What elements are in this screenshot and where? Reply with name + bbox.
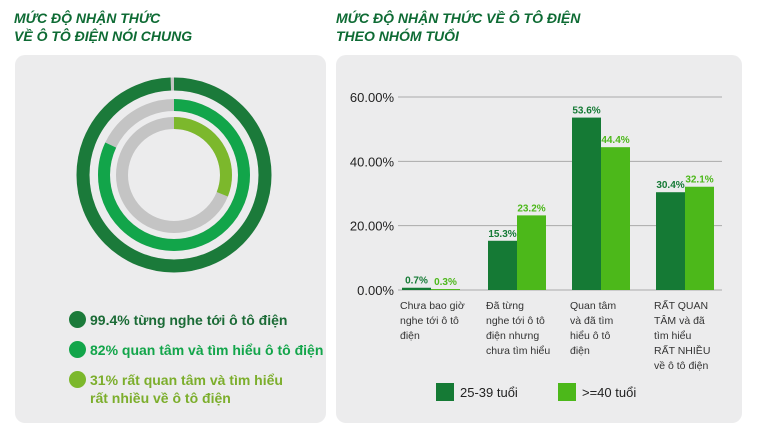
x-label-line: về ô tô điện [654, 360, 709, 372]
x-category-label: Chưa bao giờ nghe tới ô tô điện [400, 299, 480, 344]
x-label-line: hiểu ô tô [570, 330, 611, 342]
bar-value-label: 30.4% [656, 180, 684, 191]
bar-value-label: 0.3% [434, 277, 457, 288]
y-tick-label: 20.00% [350, 219, 395, 234]
bar-value-label: 53.6% [572, 106, 600, 117]
legend-swatch [558, 383, 576, 401]
legend-dot [69, 371, 86, 388]
legend-25-39: 25-39 tuổi [436, 383, 518, 401]
x-category-label: RẤT QUAN TÂM và đã tìm hiểu RẤT NHIỀU về ô t… [654, 299, 734, 374]
x-label-line: điện nhưng [486, 330, 540, 342]
y-tick-label: 0.00% [357, 283, 394, 298]
legend-item-heard: 99.4% từng nghe tới ô tô điện [69, 311, 287, 329]
x-label-line: Quan tâm [570, 300, 617, 312]
chart-panel: 0.00% 20.00% 40.00% 60.00% 0.7% 15.3% 53.6% 30.… [336, 55, 742, 423]
x-label-line: nghe tới ô tô [400, 315, 459, 327]
bar [601, 147, 630, 290]
bar-value-label: 23.2% [517, 203, 545, 214]
left-title: MỨC ĐỘ NHẬN THỨC VỀ Ô TÔ ĐIỆN NÓI CHUNG [14, 10, 193, 44]
ring-arc [98, 99, 250, 251]
donut-panel: 99.4% từng nghe tới ô tô điện 82% quan t… [15, 55, 326, 423]
x-label-line: nghe tới ô tô [486, 315, 545, 327]
bar-value-label: 15.3% [488, 229, 516, 240]
x-label-line: RẤT NHIỀU [654, 345, 711, 357]
x-label-line: chưa tìm hiểu [486, 345, 551, 357]
ring-arc [76, 77, 272, 273]
x-label-line: điện [400, 330, 420, 342]
legend-item-very-interested: 31% rất quan tâm và tìm hiểu rất nhiều về… [69, 371, 283, 407]
x-label-line: Đã từng [486, 300, 524, 312]
x-label-line: tìm hiểu [654, 330, 692, 342]
x-label-line: Chưa bao giờ [400, 300, 465, 312]
legend-dot [69, 341, 86, 358]
bar [488, 240, 517, 290]
donut-chart [76, 77, 272, 273]
bar [517, 215, 546, 290]
legend-dot [69, 311, 86, 328]
x-category-label: Quan tâm và đã tìm hiểu ô tô điện [570, 299, 650, 359]
bar-chart: 0.00% 20.00% 40.00% 60.00% 0.7% 15.3% 53.6% 30.… [350, 90, 722, 298]
bar [685, 186, 714, 290]
legend-40-plus: >=40 tuổi [558, 383, 636, 401]
x-label-line: điện [570, 345, 590, 357]
legend-item-interested: 82% quan tâm và tìm hiểu ô tô điện [69, 341, 323, 359]
bar [431, 289, 460, 290]
legend-swatch [436, 383, 454, 401]
bar [572, 117, 601, 290]
bar-value-label: 44.4% [601, 135, 629, 146]
x-label-line: và đã tìm [570, 315, 614, 327]
ring-arc [116, 117, 232, 233]
y-tick-label: 40.00% [350, 154, 395, 169]
x-category-label: Đã từng nghe tới ô tô điện nhưng chưa tìm h… [486, 299, 566, 359]
bar [402, 287, 431, 290]
y-tick-label: 60.00% [350, 90, 395, 105]
bar [656, 192, 685, 290]
x-label-line: TÂM và đã [654, 315, 705, 327]
x-label-line: RẤT QUAN [654, 300, 709, 312]
bar-value-label: 0.7% [405, 276, 428, 287]
chart-title: MỨC ĐỘ NHẬN THỨC VỀ Ô TÔ ĐIỆN THEO NHÓM T… [336, 10, 581, 44]
bar-value-label: 32.1% [685, 175, 713, 186]
